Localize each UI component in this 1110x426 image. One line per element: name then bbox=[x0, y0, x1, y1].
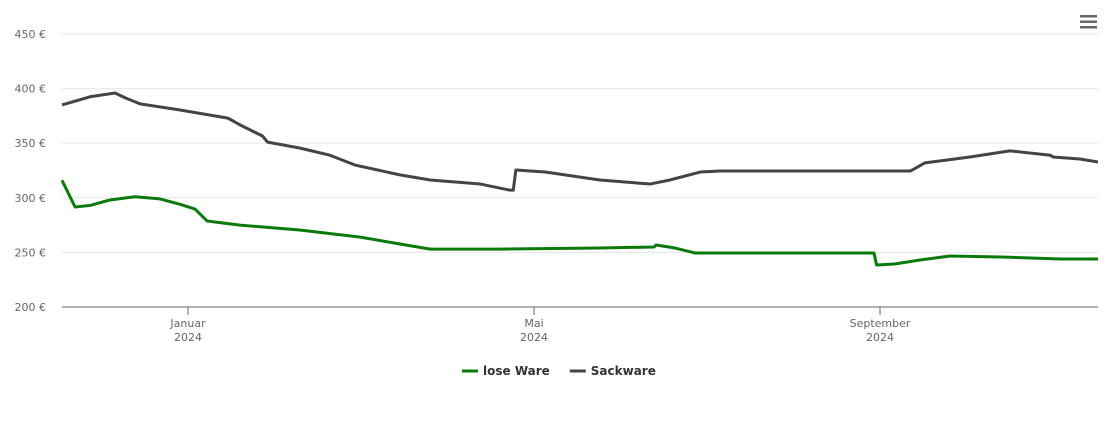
series-line bbox=[61, 91, 1099, 192]
y-tick-label: 250 € bbox=[15, 246, 47, 259]
y-tick-label: 200 € bbox=[15, 301, 47, 314]
y-tick-label: 300 € bbox=[15, 192, 47, 205]
y-tick-label: 350 € bbox=[15, 137, 47, 150]
legend-label: lose Ware bbox=[483, 364, 550, 378]
y-tick-label: 400 € bbox=[15, 83, 47, 96]
x-tick-label: Mai 2024 bbox=[520, 317, 548, 344]
menu-bar bbox=[1080, 15, 1097, 18]
menu-icon[interactable] bbox=[1080, 15, 1097, 29]
legend-item[interactable]: Sackware bbox=[569, 364, 656, 378]
x-tick-label: September 2024 bbox=[850, 317, 911, 344]
legend-label: Sackware bbox=[591, 364, 656, 378]
x-tick-label: Januar 2024 bbox=[169, 317, 206, 344]
menu-bar bbox=[1080, 20, 1097, 23]
y-tick-label: 450 € bbox=[15, 28, 47, 41]
legend-item[interactable]: lose Ware bbox=[462, 364, 550, 378]
menu-bar bbox=[1080, 26, 1097, 29]
series-line bbox=[60, 179, 1098, 267]
